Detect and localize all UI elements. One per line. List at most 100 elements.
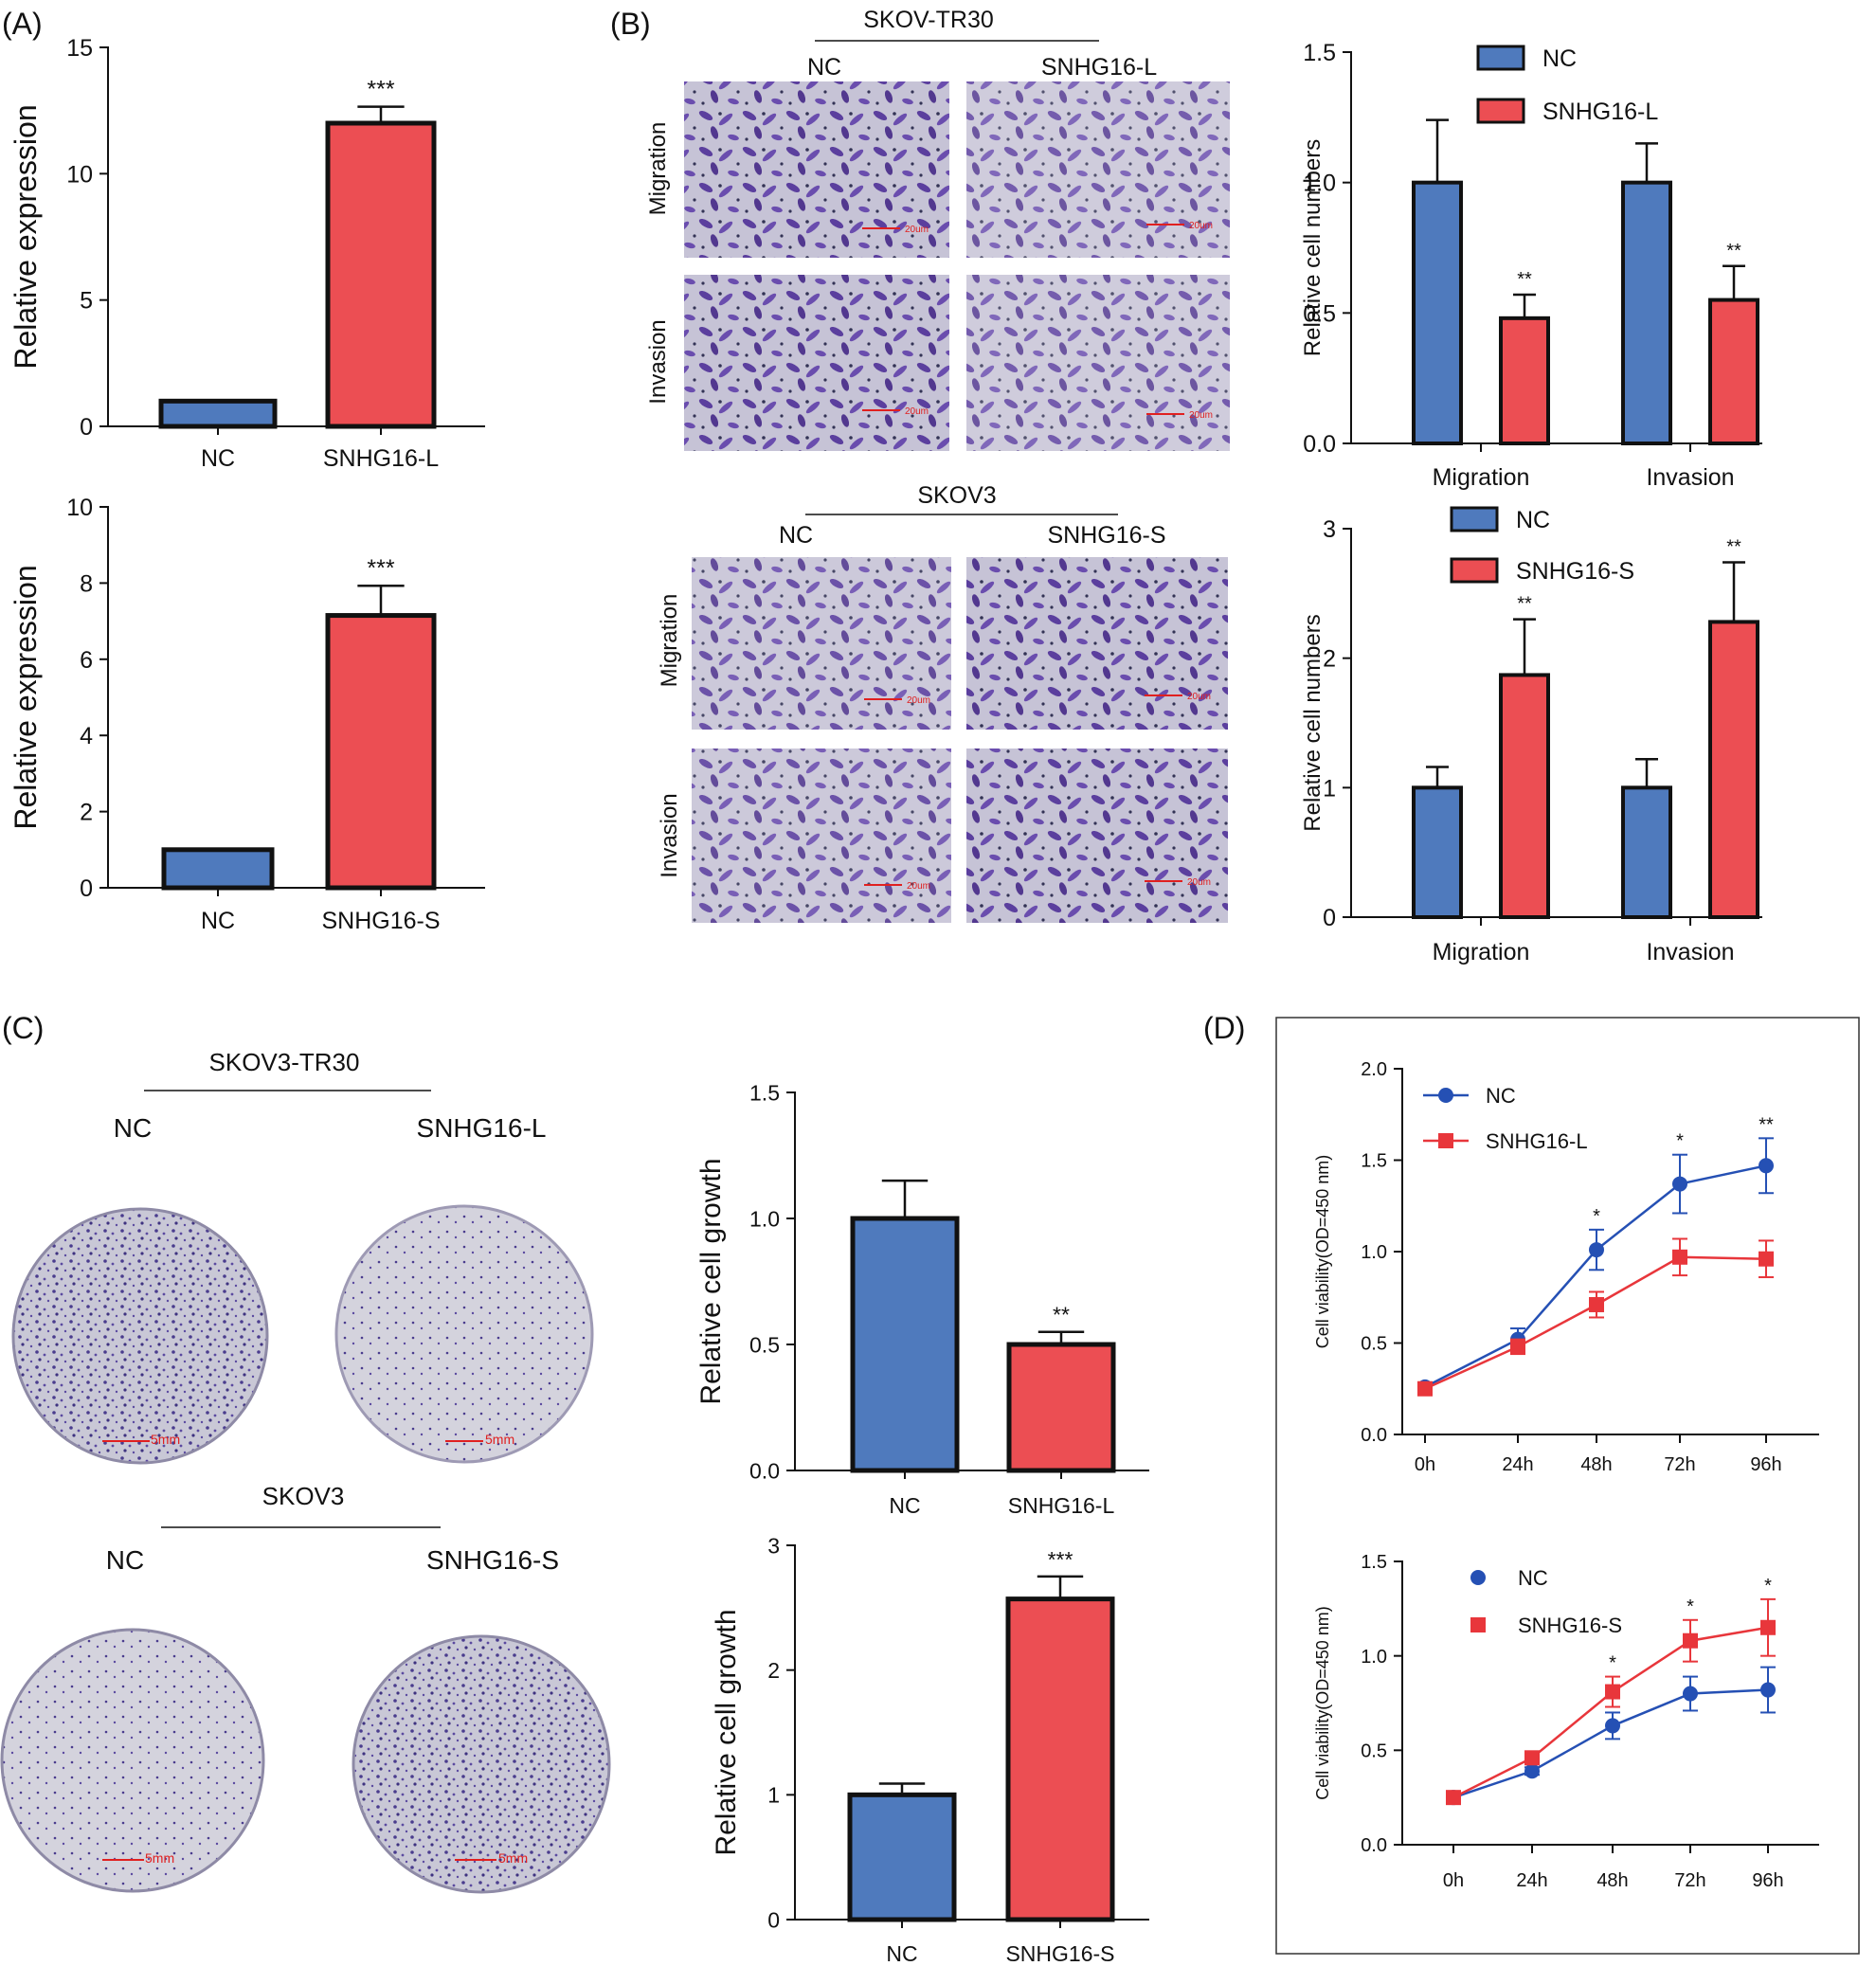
scale-label: 20um [905, 225, 929, 235]
data-point [1589, 1296, 1604, 1312]
scale-label: 5mm [485, 1432, 514, 1447]
data-point [1760, 1682, 1776, 1698]
panel-label-d: (D) [1203, 1011, 1245, 1045]
micrograph-top-migration-treat [966, 81, 1230, 258]
y-tick-label: 1.5 [1361, 1552, 1387, 1573]
y-tick-label: 2 [767, 1658, 780, 1683]
bar-treatment [325, 120, 437, 429]
y-tick-label: 1.5 [1361, 1151, 1387, 1172]
data-point [1683, 1632, 1698, 1649]
y-tick-label: 1.0 [749, 1206, 780, 1231]
y-axis-label: Relative cell growth [695, 1158, 727, 1404]
x-tick-label: NC [201, 445, 235, 472]
legend-swatch [1476, 98, 1525, 124]
y-tick-label: 1.0 [1361, 1242, 1387, 1263]
micro-bottom-col-nc: NC [779, 522, 813, 549]
data-point [1760, 1619, 1776, 1635]
data-point [1524, 1750, 1540, 1766]
y-tick-label: 8 [80, 570, 93, 597]
micro-top-col-treat: SNHG16-L [1041, 54, 1157, 81]
scale-label: 20um [1187, 877, 1211, 888]
x-tick-label: Migration [1433, 939, 1530, 965]
micrograph-top-invasion-nc [684, 275, 949, 451]
significance-label: *** [367, 555, 394, 582]
micro-bottom-cell-line: SKOV3 [917, 482, 996, 509]
y-tick-label: 1 [1323, 775, 1336, 802]
y-tick-label: 5 [80, 288, 93, 315]
legend-label: SNHG16-S [1516, 558, 1634, 585]
micro-top-row-migration: Migration [645, 122, 671, 216]
x-tick-label: 24h [1516, 1870, 1547, 1891]
bar-treatment [1708, 620, 1759, 920]
y-tick-label: 0.0 [1303, 431, 1336, 458]
y-tick-label: 2 [1323, 646, 1336, 673]
bar-nc [850, 1216, 960, 1473]
panel-label-c: (C) [2, 1011, 44, 1045]
bar-nc [161, 847, 275, 891]
data-point [1759, 1158, 1774, 1174]
y-tick-label: 3 [767, 1533, 780, 1558]
y-tick-label: 1.5 [1303, 40, 1336, 66]
significance-label: * [1593, 1206, 1600, 1227]
x-tick-label: NC [889, 1493, 920, 1518]
significance-label: *** [367, 77, 394, 103]
bar-treatment [325, 613, 437, 891]
chart-d-top-cell-viability: 0.0 0.5 1.0 1.5 2.0 Cell viability(OD=450 nm)… [1313, 1059, 1819, 1475]
y-axis-label: Cell viability(OD=450 nm) [1313, 1155, 1332, 1349]
x-tick-label: 72h [1664, 1454, 1695, 1475]
x-tick-label: Invasion [1646, 464, 1734, 491]
legend-label: NC [1516, 507, 1550, 533]
significance-label: ** [1053, 1303, 1070, 1327]
scale-label: 20um [905, 406, 929, 417]
y-axis-label: Relative cell numbers [1300, 139, 1326, 356]
micrograph-bottom-migration-treat [966, 557, 1228, 730]
y-tick-label: 0 [80, 414, 93, 441]
y-tick-label: 2 [80, 800, 93, 826]
colony-plate-top-treat [334, 1204, 594, 1464]
x-tick-label: 96h [1752, 1870, 1783, 1891]
scale-label: 20um [1189, 410, 1213, 421]
data-point [1510, 1339, 1525, 1355]
colony-bottom-cell-line: SKOV3 [262, 1482, 345, 1510]
y-tick-label: 0.0 [1361, 1835, 1387, 1856]
significance-label: * [1609, 1653, 1616, 1674]
bar-treatment [1005, 1596, 1115, 1922]
colony-plate-bottom-treat [352, 1634, 611, 1894]
y-tick-label: 10 [66, 161, 93, 188]
colony-plate-bottom-nc [0, 1628, 265, 1893]
series-line [1424, 1164, 1767, 1388]
panel-d-frame [1275, 1017, 1860, 1955]
bar-nc [1621, 785, 1672, 919]
significance-label: * [1687, 1596, 1694, 1617]
significance-label: ** [1759, 1114, 1774, 1135]
data-point [1759, 1251, 1774, 1267]
significance-label: ** [1726, 537, 1741, 558]
micrograph-bottom-invasion-treat [966, 749, 1228, 923]
bar-treatment [1006, 1342, 1116, 1473]
y-tick-label: 0 [1323, 905, 1336, 931]
y-tick-label: 6 [80, 647, 93, 674]
colony-bottom-col-treat: SNHG16-S [426, 1545, 559, 1575]
y-tick-label: 1.0 [1361, 1647, 1387, 1668]
x-tick-label: 48h [1596, 1870, 1628, 1891]
y-tick-label: 2.0 [1361, 1059, 1387, 1080]
y-tick-label: 1.5 [749, 1080, 780, 1105]
x-tick-label: 24h [1502, 1454, 1533, 1475]
x-tick-label: SNHG16-L [1008, 1493, 1115, 1518]
micro-bottom-col-treat: SNHG16-S [1047, 522, 1165, 549]
y-tick-label: 1 [767, 1783, 780, 1808]
scale-label: 20um [907, 881, 930, 892]
scale-label: 20um [1189, 221, 1213, 231]
panel-label-a: (A) [2, 7, 43, 41]
scale-label: 5mm [145, 1850, 174, 1866]
series-line [1424, 1255, 1767, 1390]
y-tick-label: 10 [66, 495, 93, 521]
y-tick-label: 0.5 [1361, 1741, 1387, 1762]
y-tick-label: 0.0 [749, 1458, 780, 1483]
y-tick-label: 4 [80, 723, 93, 749]
legend-swatch [1476, 45, 1525, 71]
colony-top-col-treat: SNHG16-L [417, 1113, 547, 1143]
y-axis-label: Relative cell growth [711, 1609, 742, 1855]
micro-bottom-row-migration: Migration [657, 594, 682, 688]
